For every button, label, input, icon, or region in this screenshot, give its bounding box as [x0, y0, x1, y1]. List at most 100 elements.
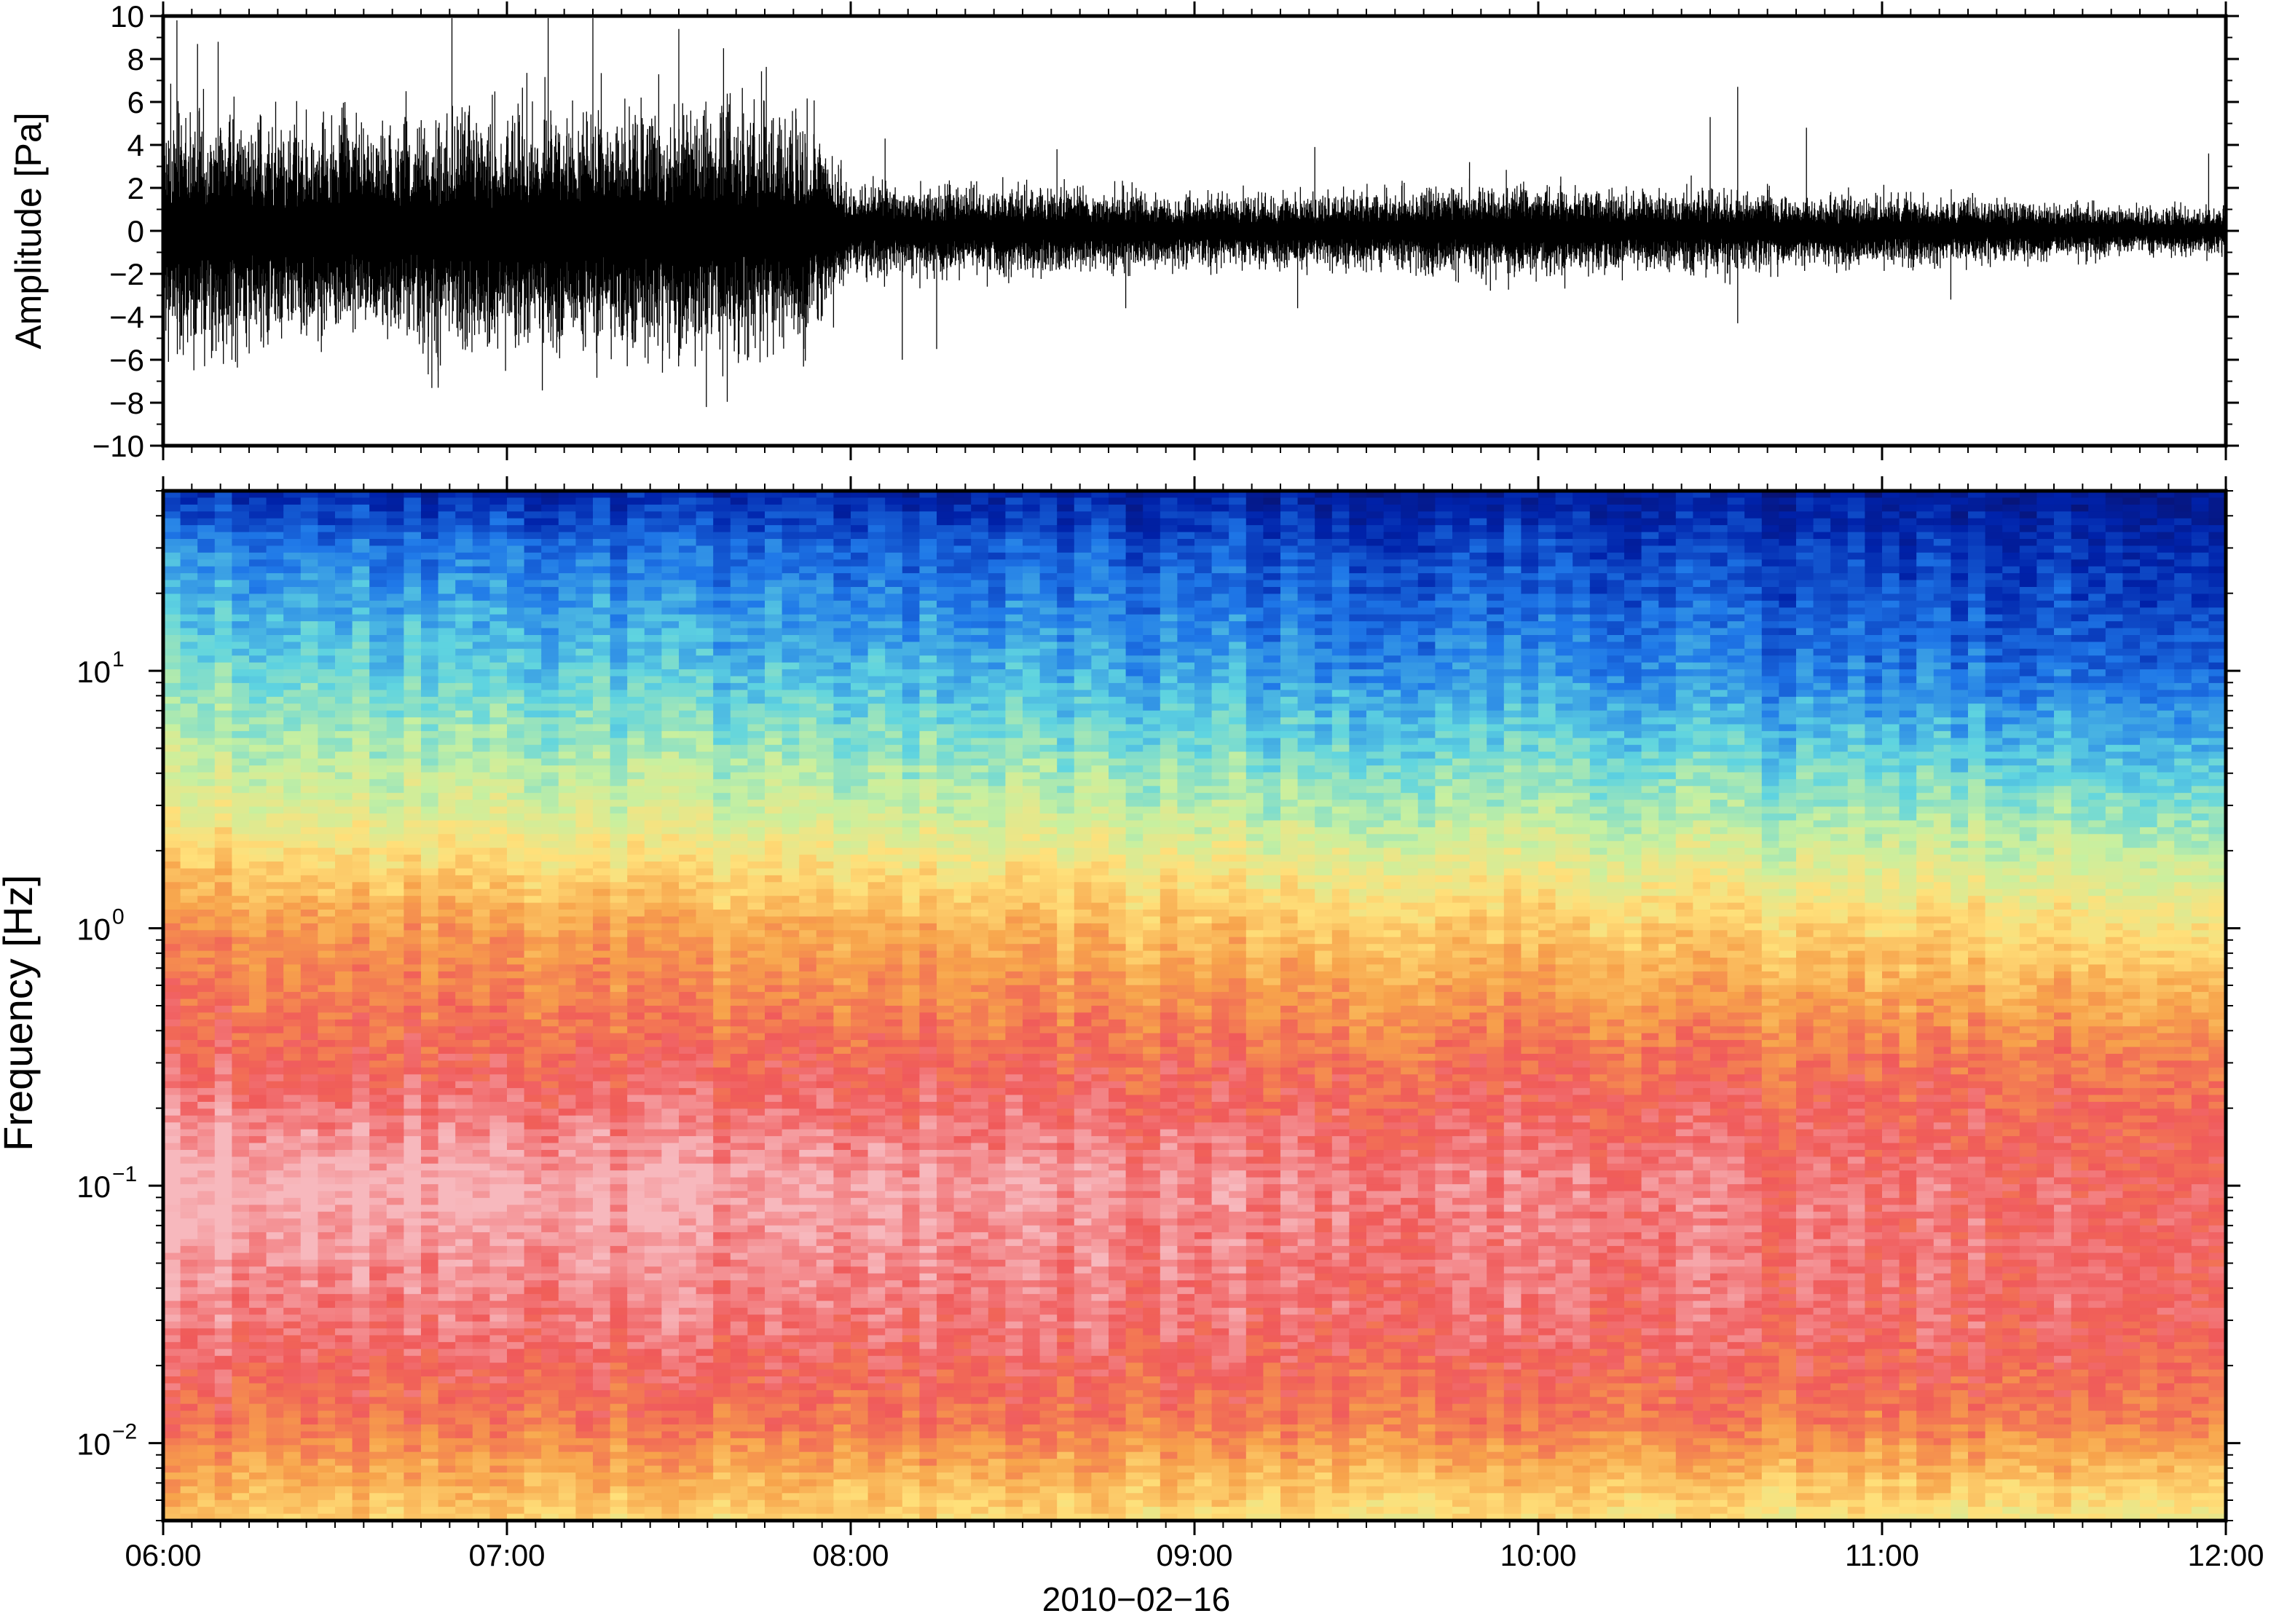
spectrogram-cell [696, 840, 714, 848]
spectrogram-cell [421, 978, 439, 986]
spectrogram-cell [404, 1143, 422, 1151]
spectrogram-cell [197, 587, 216, 595]
spectrogram-cell [421, 1465, 439, 1473]
spectrogram-cell [507, 1390, 525, 1398]
spectrogram-cell [352, 806, 370, 814]
spectrogram-cell [266, 696, 284, 704]
spectrogram-cell [197, 1211, 216, 1219]
spectrogram-cell [318, 958, 336, 966]
spectrogram-cell [232, 1363, 250, 1371]
spectrogram-cell [455, 539, 473, 547]
spectrogram-cell [644, 1328, 663, 1336]
spectrogram-cell [421, 1074, 439, 1082]
spectrogram-cell [386, 813, 405, 821]
spectrogram-cell [507, 1205, 525, 1213]
spectrogram-cell [232, 1136, 250, 1144]
spectrogram-cell [679, 786, 697, 794]
spectrogram-cell [421, 1115, 439, 1123]
spectrogram-cell [610, 1397, 628, 1405]
spectrogram-cell [472, 1253, 491, 1261]
spectrogram-cell [386, 525, 405, 533]
spectrogram-cell [472, 916, 491, 924]
spectrogram-cell [524, 690, 542, 698]
spectrogram-cell [541, 1403, 559, 1411]
spectrogram-cell [524, 1328, 542, 1336]
spectrogram-cell [507, 1465, 525, 1473]
spectrogram-cell [593, 1095, 611, 1103]
spectrogram-cell [524, 1150, 542, 1158]
spectrogram-cell [283, 862, 302, 870]
spectrogram-cell [489, 1019, 508, 1028]
spectrogram-cell [421, 1411, 439, 1419]
spectrogram-cell [472, 1273, 491, 1281]
spectrogram-cell [352, 1397, 370, 1405]
spectrogram-cell [163, 813, 181, 821]
spectrogram-cell [507, 1088, 525, 1096]
spectrogram-cell [214, 1383, 233, 1391]
spectrogram-cell [318, 998, 336, 1006]
spectrogram-cell [661, 1335, 680, 1343]
spectrogram-cell [455, 792, 473, 800]
spectrogram-cell [249, 1143, 267, 1151]
spectrogram-cell [627, 1403, 645, 1411]
spectrogram-cell [455, 1150, 473, 1158]
spectrogram-cell [593, 730, 611, 739]
spectrogram-cell [610, 1136, 628, 1144]
spectrogram-cell [593, 882, 611, 890]
spectrogram-cell [507, 525, 525, 533]
spectrogram-cell [696, 1397, 714, 1405]
spectrogram-cell [558, 1088, 577, 1096]
spectrogram-cell [318, 1095, 336, 1103]
spectrogram-cell [558, 545, 577, 553]
spectrogram-cell [472, 1411, 491, 1419]
spectrogram-cell [266, 1163, 284, 1171]
spectrogram-cell [472, 730, 491, 739]
spectrogram-cell [541, 1019, 559, 1028]
spectrogram-cell [369, 1341, 387, 1350]
spectrogram-cell [249, 730, 267, 739]
spectrogram-cell [214, 559, 233, 567]
spectrogram-cell [507, 669, 525, 677]
spectrogram-cell [438, 1232, 456, 1240]
spectrogram-cell [318, 1486, 336, 1494]
spectrogram-cell [266, 862, 284, 870]
spectrogram-cell [300, 1150, 319, 1158]
spectrogram-cell [438, 1355, 456, 1363]
spectrogram-cell [369, 937, 387, 945]
spectrogram-cell [214, 607, 233, 615]
spectrogram-cell [421, 1259, 439, 1267]
spectrogram-cell [696, 834, 714, 842]
spectrogram-cell [558, 1465, 577, 1473]
spectrogram-cell [197, 902, 216, 910]
spectrogram-cell [438, 552, 456, 560]
spectrogram-cell [180, 813, 198, 821]
spectrogram-cell [541, 1280, 559, 1288]
spectrogram-cell [266, 758, 284, 766]
spectrogram-cell [489, 1150, 508, 1158]
spectrogram-cell [318, 573, 336, 581]
spectrogram-cell [369, 635, 387, 643]
spectrogram-cell [679, 1499, 697, 1507]
spectrogram-cell [249, 985, 267, 993]
spectrogram-cell [386, 752, 405, 760]
spectrogram-cell [541, 1431, 559, 1439]
spectrogram-cell [696, 1205, 714, 1213]
spectrogram-cell [627, 1431, 645, 1439]
spectrogram-cell [180, 1012, 198, 1020]
spectrogram-cell [163, 875, 181, 883]
spectrogram-cell [352, 545, 370, 553]
spectrogram-cell [404, 950, 422, 958]
spectrogram-cell [524, 834, 542, 842]
spectrogram-cell [575, 635, 594, 643]
spectrogram-cell [266, 1328, 284, 1336]
spectrogram-cell [214, 1486, 233, 1494]
spectrogram-cell [404, 1218, 422, 1226]
spectrogram-cell [610, 1417, 628, 1425]
spectrogram-cell [489, 1191, 508, 1199]
spectrogram-cell [283, 642, 302, 650]
spectrogram-cell [404, 552, 422, 560]
spectrogram-cell [421, 923, 439, 931]
spectrogram-cell [558, 916, 577, 924]
spectrogram-cell [386, 786, 405, 794]
spectrogram-cell [679, 1363, 697, 1371]
